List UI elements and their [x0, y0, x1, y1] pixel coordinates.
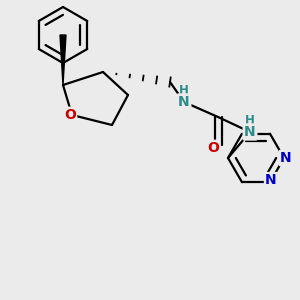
Text: O: O: [64, 108, 76, 122]
Text: H: H: [179, 83, 189, 97]
Text: N: N: [244, 125, 256, 139]
Text: H: H: [245, 113, 255, 127]
Polygon shape: [60, 35, 66, 85]
Text: O: O: [207, 141, 219, 155]
Text: N: N: [178, 95, 190, 109]
Text: N: N: [265, 173, 277, 187]
Text: N: N: [280, 151, 292, 165]
